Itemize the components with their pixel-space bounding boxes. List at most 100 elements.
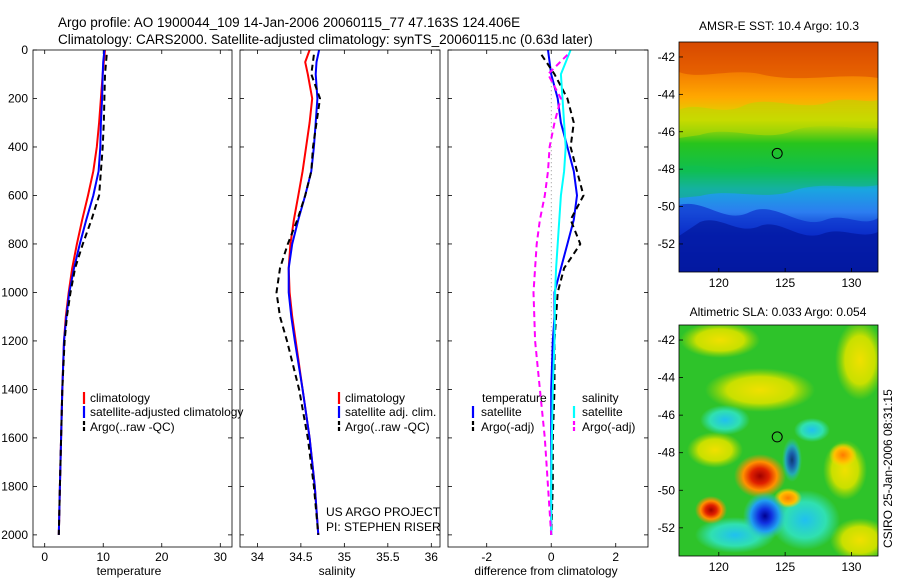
depth-tick-label: 1000: [1, 285, 28, 299]
depth-tick-label: 1400: [1, 382, 28, 396]
salinity-panel: 34 34.5 35 35.5 36 salinity climatology sate…: [239, 49, 441, 578]
sst-field: [679, 42, 878, 272]
sst-map-frame: [678, 41, 879, 273]
temperature-x-tick-label: 20: [155, 550, 169, 564]
sst-map-panel: AMSR-E SST: 10.4 Argo: 10.3 120 125 130 -42…: [658, 19, 879, 290]
temperature-x-tick-label: 10: [97, 550, 111, 564]
salinity-lines: [275, 50, 321, 535]
legend-label-argo: Argo(..raw -QC): [90, 420, 175, 434]
legend-label-sal-argo: Argo(-adj): [582, 420, 635, 434]
sla-field: [679, 325, 878, 556]
legend-label-sal-satellite: satellite: [582, 405, 623, 419]
temperature-x-tick-label: 30: [214, 550, 228, 564]
legend-label-temp-satellite: satellite: [481, 405, 522, 419]
salinity-x-tick-label: 34.5: [289, 550, 313, 564]
sst-axes: 120 125 130 -42 -44 -46 -48 -50 -52: [658, 50, 862, 290]
sla-map-frame: [678, 324, 879, 557]
difference-axes-box: [447, 49, 649, 548]
map-x-tick-label: 120: [709, 276, 729, 290]
sla-patch: [687, 432, 743, 468]
map-y-tick-label: -50: [658, 483, 676, 497]
salinity-x-tick-label: 36: [425, 550, 439, 564]
depth-tick-label: 600: [8, 188, 28, 202]
map-y-tick-label: -46: [658, 408, 676, 422]
sla-patch: [794, 418, 830, 442]
difference-lines: [532, 50, 585, 535]
map-y-tick-label: -52: [658, 237, 676, 251]
pi-annotation: PI: STEPHEN RISER: [326, 520, 441, 534]
map-y-tick-label: -44: [658, 371, 676, 385]
depth-tick-label: 1600: [1, 431, 28, 445]
map-y-tick-label: -48: [658, 446, 676, 460]
salinity-x-tick-label: 34: [251, 550, 265, 564]
temperature-legend: climatology satellite-adjusted climatolo…: [82, 391, 243, 434]
depth-tick-label: 1200: [1, 334, 28, 348]
temperature-xlabel: temperature: [97, 564, 162, 578]
figure-title-line2: Climatology: CARS2000. Satellite-adjuste…: [58, 32, 593, 47]
map-x-tick-label: 125: [775, 560, 795, 574]
sla-patch: [829, 443, 857, 467]
temperature-series-satellite-adjusted-climatology: [57, 50, 106, 535]
depth-tick-label: 800: [8, 237, 28, 251]
legend-group-salinity: salinity: [582, 391, 619, 405]
depth-tick-label: 0: [21, 43, 28, 57]
temperature-x-axis: 0 10 20 30: [41, 49, 232, 564]
salinity-xlabel: salinity: [319, 564, 356, 578]
difference-x-tick-label: 2: [612, 550, 619, 564]
sla-patch: [680, 325, 760, 358]
map-y-tick-label: -46: [658, 125, 676, 139]
salinity-series-argo-raw-qc-: [275, 54, 321, 535]
project-annotation: US ARGO PROJECT: [326, 505, 441, 519]
sla-patch: [830, 518, 878, 556]
salinity-x-tick-label: 35.5: [376, 550, 400, 564]
salinity-legend: climatology satellite adj. clim. Argo(..…: [337, 391, 436, 434]
salinity-series-satellite-adj-clim-: [287, 50, 321, 535]
depth-tick-label: 1800: [1, 479, 28, 493]
temperature-x-tick-label: 0: [41, 550, 48, 564]
map-x-tick-label: 130: [841, 560, 861, 574]
sla-warm-eddy: [695, 496, 727, 524]
legend-label-satellite: satellite adj. clim.: [345, 405, 436, 419]
difference-x-tick-label: -2: [481, 550, 492, 564]
depth-tick-label: 200: [8, 91, 28, 105]
temperature-series-climatology: [57, 50, 106, 535]
sst-front-yellow: [679, 99, 878, 138]
sst-coldest-water: [679, 220, 878, 272]
legend-label-climatology: climatology: [345, 391, 405, 405]
difference-series-temperature-satellite: [547, 50, 578, 535]
sla-map-panel: Altimetric SLA: 0.033 Argo: 0.054 120 125…: [658, 305, 879, 574]
difference-panel: -2 0 2 difference from climatology tempera…: [447, 49, 649, 578]
salinity-x-axis: 34 34.5 35 35.5 36: [240, 49, 440, 564]
salinity-axes-box: [239, 49, 441, 548]
argo-location-marker: [771, 147, 783, 159]
legend-group-temperature: temperature: [482, 391, 547, 405]
map-x-tick-label: 130: [841, 276, 861, 290]
difference-x-axis: -2 0 2: [448, 49, 648, 564]
legend-label-argo: Argo(..raw -QC): [345, 420, 430, 434]
temperature-lines: [57, 50, 108, 535]
sla-patch: [835, 325, 878, 400]
sst-map-title: AMSR-E SST: 10.4 Argo: 10.3: [699, 19, 859, 33]
difference-series-salinity-satellite: [550, 50, 572, 535]
map-y-tick-label: -48: [658, 162, 676, 176]
depth-tick-label: 2000: [1, 528, 28, 542]
map-y-tick-label: -42: [658, 50, 676, 64]
depth-tick-label: 400: [8, 140, 28, 154]
map-y-tick-label: -50: [658, 200, 676, 214]
temperature-axes-box: [32, 49, 233, 548]
difference-x-tick-label: 0: [548, 550, 555, 564]
map-y-tick-label: -44: [658, 87, 676, 101]
temperature-panel: 0 200 400 600 800 1000 1200 1400 1600 1800 2000 0 1…: [1, 43, 243, 578]
map-y-tick-label: -52: [658, 521, 676, 535]
legend-label-climatology: climatology: [90, 391, 150, 405]
salinity-series-climatology: [287, 50, 320, 535]
figure-title-line1: Argo profile: AO 1900044_109 14-Jan-2006…: [58, 15, 520, 30]
temperature-series-argo-raw-qc-: [57, 54, 108, 535]
sst-front-green: [679, 165, 878, 198]
map-x-tick-label: 125: [775, 276, 795, 290]
sla-cold-eddy: [782, 438, 802, 482]
depth-axis: 0 200 400 600 800 1000 1200 1400 1600 1800 2000: [1, 43, 37, 542]
legend-label-temp-argo: Argo(-adj): [481, 420, 534, 434]
sla-cold-eddy: [743, 492, 787, 540]
